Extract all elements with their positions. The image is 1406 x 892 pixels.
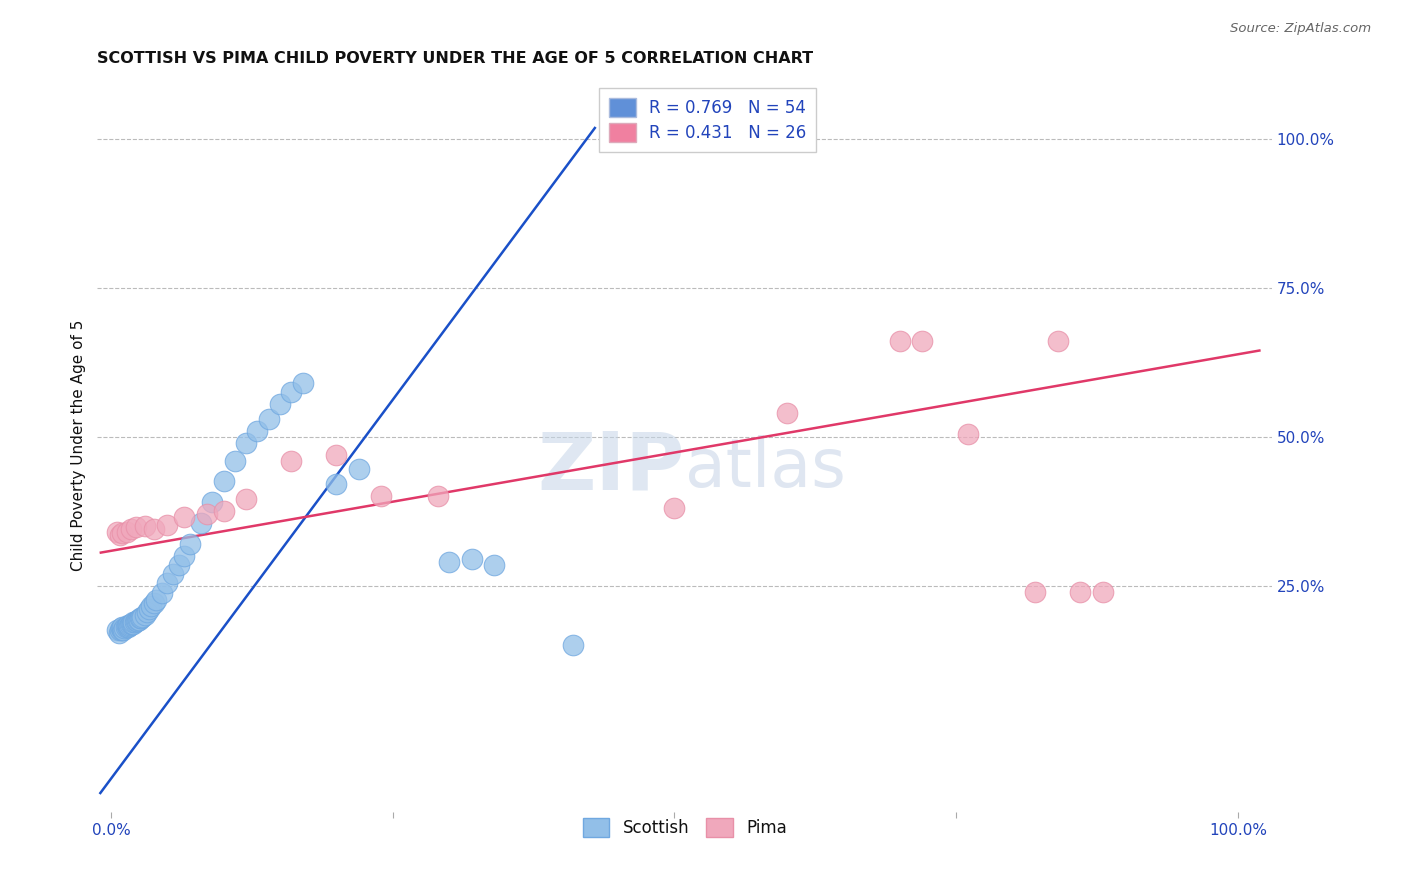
Point — [291, 376, 314, 390]
Point — [235, 435, 257, 450]
Point — [150, 585, 173, 599]
Point — [134, 608, 156, 623]
Point — [776, 406, 799, 420]
Point — [120, 522, 142, 536]
Point — [134, 519, 156, 533]
Point — [156, 517, 179, 532]
Point — [1024, 584, 1046, 599]
Point — [956, 426, 979, 441]
Point — [115, 524, 138, 539]
Point — [167, 558, 190, 572]
Point — [142, 596, 165, 610]
Point — [142, 522, 165, 536]
Point — [1046, 334, 1069, 349]
Point — [212, 504, 235, 518]
Point — [124, 520, 146, 534]
Point — [280, 384, 302, 399]
Point — [889, 334, 911, 349]
Point — [201, 495, 224, 509]
Point — [107, 626, 129, 640]
Point — [156, 575, 179, 590]
Point — [108, 624, 131, 638]
Point — [1069, 584, 1091, 599]
Point — [325, 448, 347, 462]
Point — [110, 622, 132, 636]
Point — [347, 462, 370, 476]
Point — [482, 558, 505, 572]
Point — [118, 619, 141, 633]
Point — [173, 510, 195, 524]
Point — [179, 537, 201, 551]
Point — [257, 412, 280, 426]
Point — [173, 549, 195, 563]
Point — [111, 620, 134, 634]
Point — [145, 593, 167, 607]
Point — [325, 477, 347, 491]
Text: Source: ZipAtlas.com: Source: ZipAtlas.com — [1230, 22, 1371, 36]
Y-axis label: Child Poverty Under the Age of 5: Child Poverty Under the Age of 5 — [72, 320, 86, 571]
Point — [195, 507, 218, 521]
Point — [246, 424, 269, 438]
Point — [212, 475, 235, 489]
Point — [911, 334, 934, 349]
Point — [121, 617, 143, 632]
Point — [128, 613, 150, 627]
Point — [426, 489, 449, 503]
Point — [131, 609, 153, 624]
Point — [136, 606, 159, 620]
Point — [105, 624, 128, 638]
Point — [118, 618, 141, 632]
Point — [112, 622, 135, 636]
Point — [460, 551, 482, 566]
Point — [1091, 584, 1114, 599]
Text: ZIP: ZIP — [537, 428, 685, 507]
Point — [108, 528, 131, 542]
Point — [129, 611, 152, 625]
Point — [117, 618, 139, 632]
Point — [111, 624, 134, 638]
Point — [162, 566, 184, 581]
Point — [122, 617, 145, 632]
Point — [131, 611, 153, 625]
Point — [280, 453, 302, 467]
Point — [127, 613, 149, 627]
Point — [124, 615, 146, 629]
Point — [117, 620, 139, 634]
Point — [105, 524, 128, 539]
Point — [141, 599, 163, 614]
Point — [562, 638, 585, 652]
Point — [122, 615, 145, 630]
Point — [664, 501, 686, 516]
Point — [120, 617, 142, 632]
Point — [138, 602, 160, 616]
Point — [111, 526, 134, 541]
Point — [114, 620, 136, 634]
Point — [269, 397, 291, 411]
Point — [125, 615, 148, 629]
Point — [437, 555, 460, 569]
Legend: Scottish, Pima: Scottish, Pima — [576, 811, 793, 844]
Text: SCOTTISH VS PIMA CHILD POVERTY UNDER THE AGE OF 5 CORRELATION CHART: SCOTTISH VS PIMA CHILD POVERTY UNDER THE… — [97, 51, 814, 66]
Point — [112, 624, 135, 638]
Point — [370, 489, 392, 503]
Point — [115, 619, 138, 633]
Point — [124, 615, 146, 630]
Text: atlas: atlas — [685, 434, 845, 500]
Point — [235, 492, 257, 507]
Point — [190, 516, 212, 530]
Point — [224, 453, 246, 467]
